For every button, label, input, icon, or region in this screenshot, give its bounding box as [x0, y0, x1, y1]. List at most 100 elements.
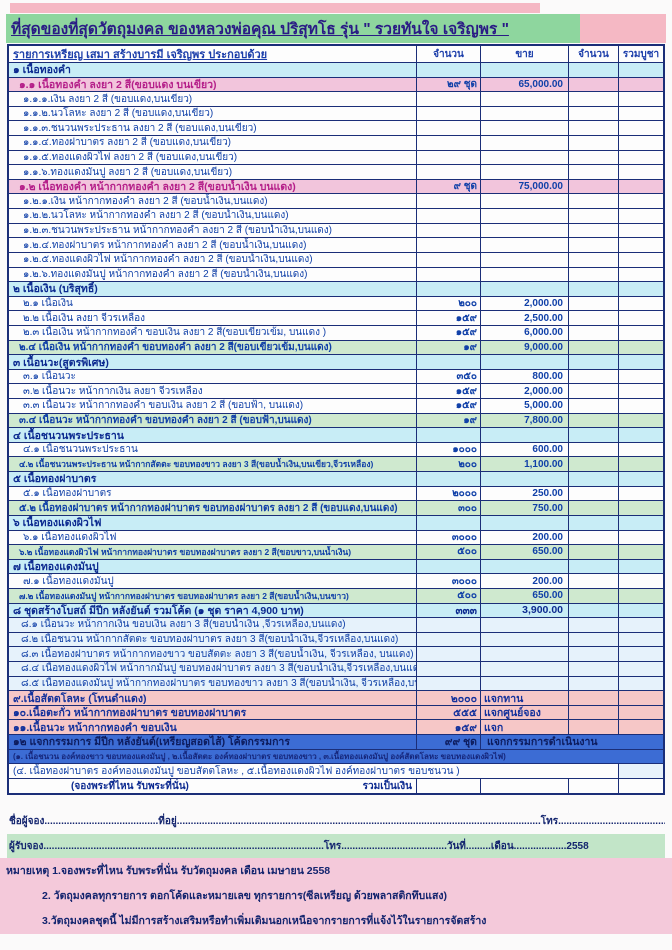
qty2-cell [569, 92, 619, 106]
total-cell [619, 443, 663, 457]
qty-cell: ๑๕๙ [417, 384, 481, 399]
total-cell [619, 603, 663, 618]
table-row: ๑.๑.๓.ชนวนพระประธาน ลงยา 2 สี (ขอบแดง,บน… [9, 121, 663, 137]
header-total-cell: รวมบูชา [622, 48, 660, 60]
price-cell: 65,000.00 [481, 77, 569, 92]
qty-cell: ๒๐๐ [417, 457, 481, 472]
table-row: ๑.๒.๖.ทองแดงมันปู หน้ากากทองคำ ลงยา 2 สี… [9, 267, 663, 283]
qty2-cell [569, 661, 619, 676]
qty2-cell [569, 121, 619, 136]
qty2-cell [569, 559, 619, 574]
table-row: ๓ เนื้อนวะ(สูตรพิเศษ) [9, 355, 663, 370]
qty2-cell [569, 282, 619, 296]
header-qty-cell: จำนวน [417, 46, 481, 62]
item-label-cell: ๖.๑ เนื้อทองแดงผิวไฟ [9, 530, 417, 545]
price-cell: 5,000.00 [481, 399, 569, 413]
table-row: ๑.๒.๔.ทองฝาบาตร หน้ากากทองคำ ลงยา 2 สี (… [9, 238, 663, 253]
item-label-cell: ๕.๒ เนื้อทองฝาบาตร หน้ากากทองฝาบาตร ขอบท… [9, 501, 417, 515]
qty2-cell [569, 369, 619, 384]
price-cell [481, 92, 569, 106]
qty-cell: ๑๙ [417, 413, 481, 428]
table-row: ๒ เนื้อเงิน (บริสุทธิ์) [9, 282, 663, 297]
total-cell [619, 632, 663, 647]
item-label-cell: ๘.๕ เนื้อทองแดงมันปู หน้ากากทองฝาบาตร ขอ… [9, 676, 417, 691]
qty2-cell [569, 165, 619, 179]
price-cell [481, 209, 569, 223]
price-cell [481, 165, 569, 179]
total-cell [619, 165, 663, 179]
table-row: ๘.๑ เนื้อนวะ หน้ากากเงิน ขอบเงิน ลงยา 3 … [9, 618, 663, 633]
qty-cell [417, 121, 481, 136]
price-cell [481, 472, 569, 486]
buyer-name-line: ชื่อผู้จอง..............................… [7, 810, 665, 832]
qty2-cell [569, 223, 619, 238]
qty2-cell [569, 179, 619, 194]
qty-cell: ๕๐๐ [417, 545, 481, 559]
qty-cell: ๓๓๓ [417, 603, 481, 618]
qty-cell: ๑๙ [417, 340, 481, 355]
qty2-cell [569, 209, 619, 223]
item-label-cell: ๑๒ แจกกรรมการ มีปีก หลังยันต์(เหรียญสอดไ… [9, 735, 417, 749]
qty-cell [417, 209, 481, 223]
total-cell [619, 691, 663, 705]
table-row: ๑.๑.๔.ทองฝาบาตร ลงยา 2 สี (ขอบแดง,บนเขีย… [9, 136, 663, 151]
qty2-cell [569, 399, 619, 413]
table-header-row: รายการเหรียญ เสมา สร้างบารมี เจริญพร ประ… [9, 46, 663, 63]
qty-cell: ๕๕๕ [417, 705, 481, 720]
price-cell [481, 252, 569, 267]
table-row: ๗.๒ เนื้อทองแดงมันปู หน้ากากทองฝาบาตร ขอ… [9, 588, 663, 604]
items-table: รายการเหรียญ เสมา สร้างบารมี เจริญพร ประ… [7, 44, 665, 796]
price-cell [481, 647, 569, 661]
table-row: ๑.๑ เนื้อทองคำ ลงยา 2 สี(ขอบแดง บนเขียว)… [9, 77, 663, 93]
qty-cell [417, 428, 481, 442]
qty2-cell [569, 428, 619, 442]
table-row: ๑ เนื้อทองคำ [9, 63, 663, 78]
item-label-cell: ๒.๓ เนื้อเงิน หน้ากากทองคำ ขอบเงิน ลงยา … [9, 325, 417, 340]
table-body: ๑ เนื้อทองคำ ๑.๑ เนื้อทองคำ ลงยา 2 สี(ขอบ… [9, 63, 663, 794]
price-cell: แจกกรรมการดำเนินงาน [481, 735, 663, 749]
qty-cell: ๓๕๐ [417, 369, 481, 384]
qty2-cell [569, 384, 619, 399]
total-cell [619, 472, 663, 486]
price-cell [481, 136, 569, 150]
item-label-cell: ๔.๑ เนื้อชนวนพระประธาน [9, 442, 417, 457]
table-row: ๘.๕ เนื้อทองแดงมันปู หน้ากากทองฝาบาตร ขอ… [9, 676, 663, 692]
total-cell [619, 779, 663, 794]
item-label-cell: ๒.๑ เนื้อเงิน [9, 296, 417, 311]
item-label-cell: ๓.๔ เนื้อนวะ หน้ากากทองคำ ขอบทองคำ ลงยา … [9, 413, 417, 428]
table-row: ๑.๑.๖.ทองแดงมันปู ลงยา 2 สี (ขอบแดง,บนเข… [9, 165, 663, 180]
total-cell [619, 588, 663, 603]
qty2-cell [569, 252, 619, 267]
qty2-cell [569, 296, 619, 311]
total-cell [619, 179, 663, 194]
total-cell [619, 151, 663, 165]
note-line: หมายเหตุ 1.จองพระที่ไหน รับพระที่นั่น รั… [6, 865, 331, 877]
qty-cell: ๑๐๐๐ [417, 442, 481, 457]
qty-cell: ๑๕๙ [417, 311, 481, 325]
price-cell: 1,100.00 [481, 457, 569, 472]
qty-cell [417, 165, 481, 179]
qty-cell: ๑๕๙ [417, 720, 481, 735]
table-row: ๕.๒ เนื้อทองฝาบาตร หน้ากากทองฝาบาตร ขอบท… [9, 501, 663, 516]
qty2-cell [569, 632, 619, 647]
item-label-cell: ๒ เนื้อเงิน (บริสุทธิ์) [9, 282, 417, 296]
qty2-cell [569, 705, 619, 720]
qty2-cell [569, 136, 619, 150]
item-label-cell: ๑.๒.๒.นวโลหะ หน้ากากทองคำ ลงยา 2 สี (ขอบ… [9, 209, 417, 223]
price-cell: 200.00 [481, 530, 569, 545]
item-label-cell: ๑.๑.๔.ทองฝาบาตร ลงยา 2 สี (ขอบแดง,บนเขีย… [9, 136, 417, 150]
item-label-cell: ๕.๑ เนื้อทองฝาบาตร [9, 486, 417, 501]
item-label-cell: ๘ ชุดสร้างโบสถ์ มีปีก หลังยันต์ รวมโค้ด … [9, 603, 417, 618]
total-cell [619, 340, 663, 355]
total-cell [619, 457, 663, 472]
qty2-cell [569, 77, 619, 92]
item-label-cell: ๘.๔ เนื้อทองแดงผิวไฟ หน้ากากมันปู ขอบทอง… [9, 661, 417, 676]
item-label-cell: ๑.๒.๔.ทองฝาบาตร หน้ากากทองคำ ลงยา 2 สี (… [9, 238, 417, 252]
qty-cell: ๙ ชุด [417, 179, 481, 194]
price-cell: 800.00 [481, 369, 569, 384]
price-cell [481, 661, 569, 676]
total-cell [619, 428, 663, 442]
total-cell [619, 136, 663, 150]
total-amount-cell [481, 778, 569, 794]
table-row: ๑.๒.๕.ทองแดงผิวไฟ หน้ากากทองคำ ลงยา 2 สี… [9, 252, 663, 268]
